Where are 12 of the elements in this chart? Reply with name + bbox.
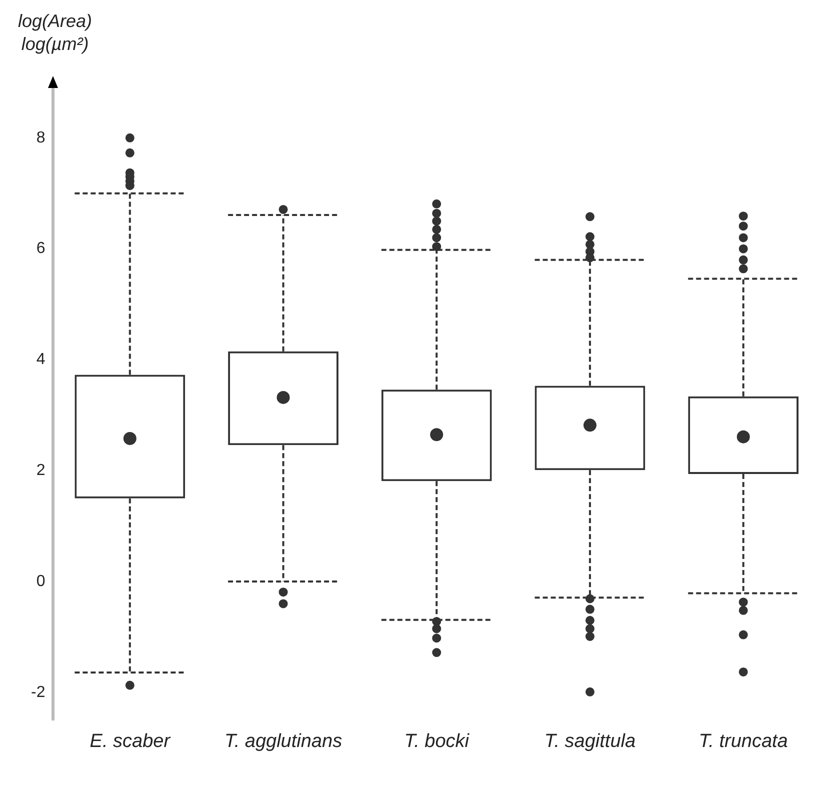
x-tick-label: T. agglutinans	[224, 730, 343, 752]
x-tick-label: E. scaber	[90, 730, 171, 752]
x-tick-label: T. bocki	[404, 730, 470, 752]
y-tick-label: 6	[36, 240, 46, 258]
y-tick-label: 2	[36, 462, 46, 480]
y-tick-label: 0	[36, 572, 46, 590]
y-tick-label: -2	[30, 684, 46, 701]
x-tick-label: T. truncata	[698, 730, 788, 752]
y-tick-label: 8	[36, 129, 46, 146]
y-tick-label: 4	[36, 351, 46, 368]
x-tick-label: T. sagittula	[544, 730, 636, 752]
y-axis-title: log(Area) log(µm²)	[18, 10, 92, 56]
